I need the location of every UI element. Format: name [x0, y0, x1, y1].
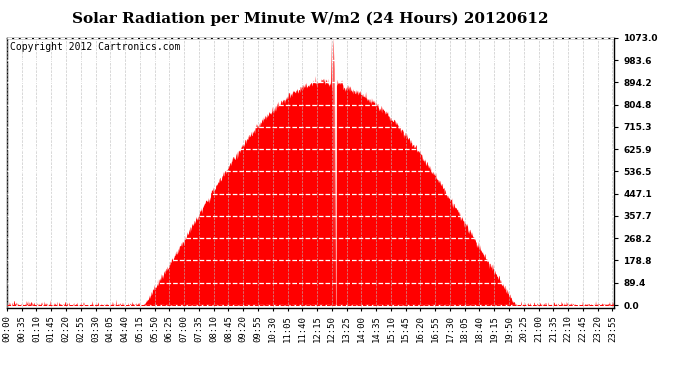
Text: Solar Radiation per Minute W/m2 (24 Hours) 20120612: Solar Radiation per Minute W/m2 (24 Hour…: [72, 11, 549, 26]
Text: Copyright 2012 Cartronics.com: Copyright 2012 Cartronics.com: [10, 42, 180, 51]
